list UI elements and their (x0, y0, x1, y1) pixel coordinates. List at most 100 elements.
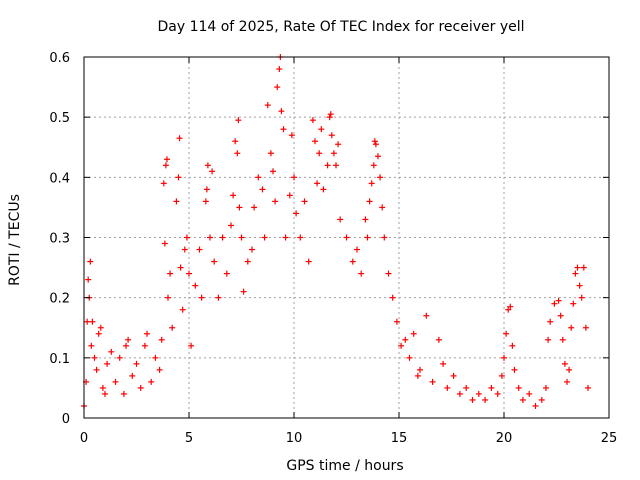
data-point (91, 354, 98, 361)
data-point (255, 174, 262, 181)
data-point (301, 198, 308, 205)
data-point (372, 141, 379, 148)
data-point (162, 162, 169, 169)
data-point (236, 204, 243, 211)
x-tick-label: 20 (496, 431, 513, 446)
y-tick-label: 0.6 (49, 51, 70, 66)
axes: 0 0.1 0.2 0.3 0.4 0.5 0.6 0 5 10 15 20 25 (49, 51, 617, 446)
data-point (532, 402, 539, 409)
data-point (288, 132, 295, 139)
data-point (102, 390, 108, 397)
data-point (293, 210, 300, 217)
data-point (559, 336, 566, 343)
data-point (286, 192, 293, 199)
data-point (423, 312, 430, 319)
data-point (230, 192, 237, 199)
data-point (402, 336, 409, 343)
data-point (160, 180, 167, 187)
data-point (169, 324, 176, 331)
data-point (377, 174, 384, 181)
data-point (324, 162, 331, 169)
data-point (261, 234, 268, 241)
data-point (176, 135, 183, 142)
data-point (385, 270, 392, 277)
data-point (440, 360, 447, 367)
data-point (203, 186, 210, 193)
data-point (320, 186, 327, 193)
data-point (215, 294, 222, 301)
data-point (309, 117, 316, 124)
data-point (272, 198, 279, 205)
data-point (450, 372, 457, 379)
data-point (116, 354, 123, 361)
data-point (99, 384, 106, 391)
data-point (318, 126, 325, 133)
data-point (410, 330, 417, 337)
data-point (85, 276, 92, 283)
data-point (570, 300, 577, 307)
data-point (538, 396, 545, 403)
y-tick-label: 0.2 (49, 292, 70, 307)
data-point (498, 372, 505, 379)
data-point (161, 240, 168, 247)
data-point (88, 342, 95, 349)
data-point (183, 234, 190, 241)
chart-title: Day 114 of 2025, Rate Of TEC Index for r… (157, 19, 524, 35)
data-point (379, 204, 386, 211)
data-point (129, 372, 136, 379)
data-point (545, 336, 552, 343)
data-point (223, 270, 230, 277)
data-point (330, 150, 337, 157)
data-point (276, 66, 283, 73)
x-tick-label: 25 (601, 431, 618, 446)
data-point (314, 180, 321, 187)
data-point (141, 342, 148, 349)
data-point (368, 180, 375, 187)
y-tick-label: 0.1 (49, 352, 70, 367)
y-tick-label: 0.3 (49, 232, 70, 247)
data-point (576, 282, 583, 289)
data-point (398, 342, 405, 349)
y-tick-label: 0 (62, 412, 70, 427)
data-point (175, 174, 182, 181)
data-point (282, 234, 289, 241)
data-point (469, 396, 476, 403)
data-point (158, 336, 165, 343)
data-point (337, 216, 344, 223)
data-point (297, 234, 304, 241)
y-axis-title: ROTI / TECUs (7, 194, 23, 286)
data-point (238, 234, 245, 241)
data-point (163, 156, 170, 163)
data-point (555, 297, 562, 304)
data-point (362, 216, 369, 223)
data-point (104, 360, 111, 367)
data-point (511, 366, 518, 373)
data-point (209, 168, 216, 175)
data-point (89, 318, 96, 325)
data-point (561, 360, 568, 367)
data-point (358, 270, 365, 277)
data-point (249, 246, 255, 253)
data-point (574, 264, 581, 271)
data-point (566, 366, 573, 373)
data-point (196, 246, 203, 253)
data-point (509, 342, 516, 349)
data-point (173, 198, 180, 205)
data-point (519, 396, 526, 403)
data-point (503, 330, 510, 337)
data-point (188, 342, 195, 349)
data-point (564, 378, 570, 385)
data-point (179, 306, 186, 313)
data-point (585, 384, 591, 391)
data-point (417, 366, 423, 373)
data-point (204, 162, 211, 169)
data-point (327, 111, 334, 118)
data-point (133, 360, 140, 367)
data-point (123, 342, 129, 349)
data-point (144, 330, 150, 337)
data-point (580, 264, 587, 271)
data-point (343, 234, 350, 241)
data-point (251, 204, 258, 211)
data-point (198, 294, 205, 301)
